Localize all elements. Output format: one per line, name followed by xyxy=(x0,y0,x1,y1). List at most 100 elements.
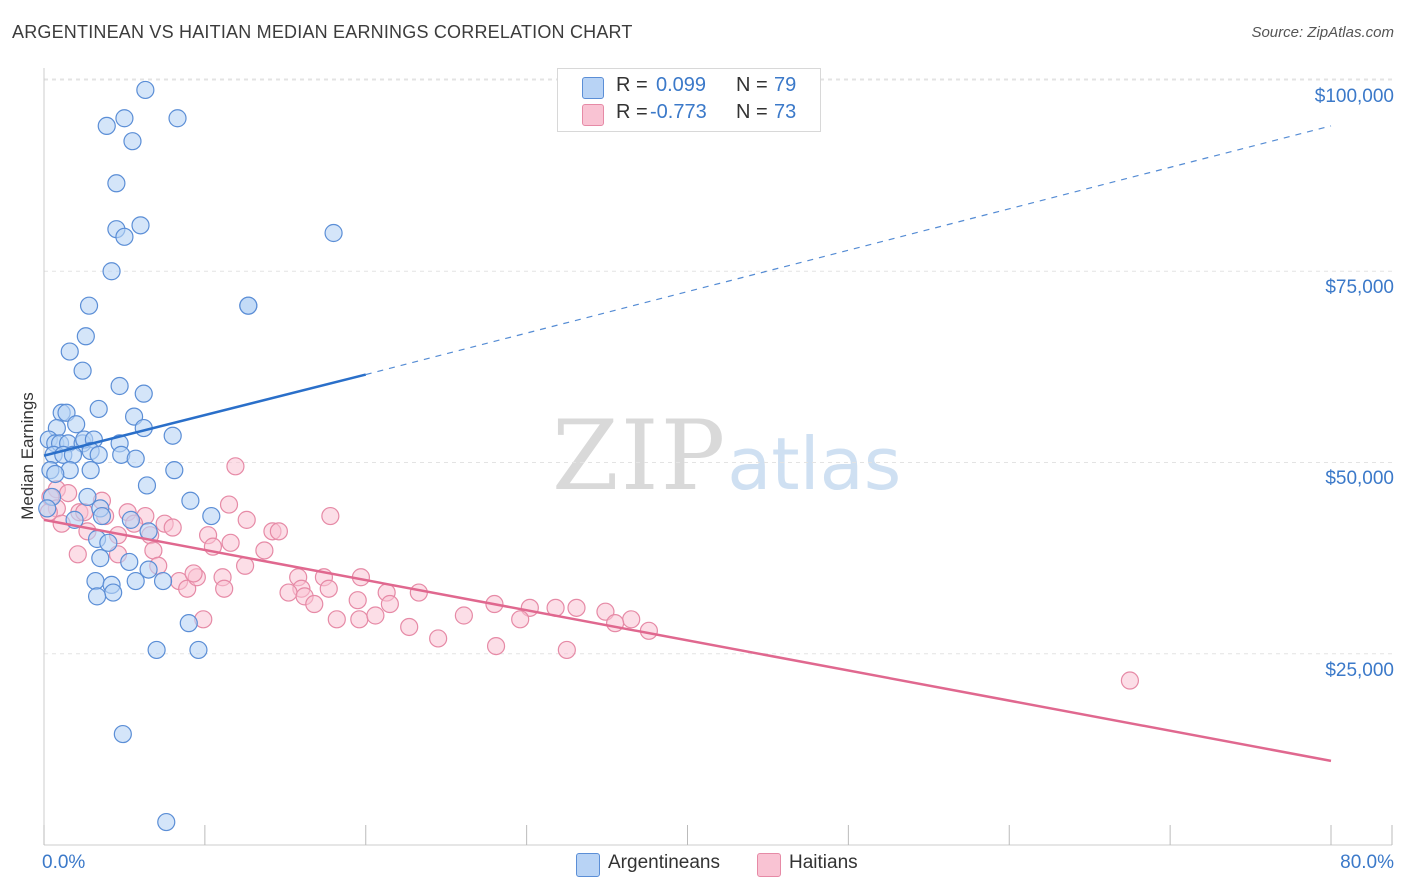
argentineans-point-41 xyxy=(126,449,145,468)
legend-r-value-haitians: -0.773 xyxy=(650,101,707,123)
haitians-point-44 xyxy=(305,594,324,614)
haitians-point-28 xyxy=(68,545,87,564)
series-label-haitians: Haitians xyxy=(789,852,858,873)
y-tick-label-100000: $100,000 xyxy=(1314,86,1394,107)
argentineans-point-65 xyxy=(126,571,145,591)
legend-swatch-argentineans xyxy=(582,77,604,99)
y-tick-label-50000: $50,000 xyxy=(1325,468,1394,489)
argentineans-point-23 xyxy=(67,415,86,434)
legend-r-value-argentineans: 0.099 xyxy=(656,74,707,96)
haitians-point-50 xyxy=(454,606,473,625)
watermark-zip: ZIP xyxy=(552,400,728,512)
haitians-point-40 xyxy=(279,583,298,602)
argentineans-point-19 xyxy=(89,399,108,419)
haitians-point-43 xyxy=(380,594,399,614)
y-tick-label-75000: $75,000 xyxy=(1325,277,1394,298)
x-tick-label-max: 80.0% xyxy=(1340,852,1394,873)
argentineans-trend-line xyxy=(43,373,367,457)
argentineans-point-50 xyxy=(181,491,200,510)
argentineans-point-44 xyxy=(81,461,100,480)
argentineans-point-54 xyxy=(92,506,112,526)
argentineans-point-17 xyxy=(110,376,129,396)
zipatlas-watermark: ZIPatlas xyxy=(552,400,901,512)
argentineans-point-60 xyxy=(91,549,110,568)
argentineans-point-71 xyxy=(189,640,208,660)
haitians-point-56 xyxy=(366,606,385,625)
argentineans-point-72 xyxy=(113,724,132,744)
argentineans-point-68 xyxy=(87,587,107,606)
argentineans-point-66 xyxy=(153,571,173,591)
legend-r-label: R = xyxy=(616,74,648,96)
argentineans-point-16 xyxy=(73,361,92,380)
legend-n-value-haitians: 73 xyxy=(774,101,797,123)
correlation-legend: R = 0.099 N = 79 R = -0.773 N = 73 xyxy=(557,68,821,132)
haitians-point-68 xyxy=(184,564,203,583)
series-swatch-argentineans xyxy=(576,853,600,877)
argentineans-point-3 xyxy=(97,116,116,136)
argentineans-point-67 xyxy=(104,583,123,602)
argentineans-point-10 xyxy=(102,262,121,281)
haitians-point-11 xyxy=(219,495,239,514)
argentineans-point-18 xyxy=(134,384,153,403)
argentineans-point-51 xyxy=(38,499,57,518)
argentineans-point-47 xyxy=(137,476,157,495)
haitians-point-42 xyxy=(348,591,367,610)
haitians-point-38 xyxy=(319,579,338,598)
argentineans-point-39 xyxy=(89,445,108,464)
argentineans-point-70 xyxy=(147,640,166,660)
series-legend: Argentineans Haitians xyxy=(0,852,1406,878)
haitians-point-25 xyxy=(255,541,274,560)
argentineans-point-45 xyxy=(46,464,65,484)
y-tick-label-25000: $25,000 xyxy=(1325,660,1394,681)
haitians-point-69 xyxy=(1120,671,1140,690)
series-label-argentineans: Argentineans xyxy=(608,852,720,873)
haitians-point-55 xyxy=(350,610,369,629)
argentineans-point-14 xyxy=(76,327,95,346)
haitians-point-13 xyxy=(321,506,340,526)
source-label: Source: ZipAtlas.com xyxy=(1251,24,1394,41)
argentineans-point-2 xyxy=(168,109,187,128)
argentineans-point-59 xyxy=(99,533,118,552)
argentineans-point-9 xyxy=(131,216,150,235)
argentineans-point-15 xyxy=(60,342,79,361)
x-tick-label-min: 0.0% xyxy=(42,852,86,873)
argentineans-point-73 xyxy=(157,812,176,832)
y-axis-title: Median Earnings xyxy=(18,392,37,520)
argentineans-point-49 xyxy=(78,487,97,507)
haitians-point-26 xyxy=(144,541,163,560)
legend-n-label: N = xyxy=(736,74,768,96)
haitians-point-18 xyxy=(269,522,288,541)
argentineans-point-8 xyxy=(115,227,134,246)
argentineans-point-63 xyxy=(86,571,105,591)
argentineans-point-69 xyxy=(179,614,198,633)
haitians-point-49 xyxy=(400,617,419,637)
legend-r-label: R = xyxy=(616,101,648,123)
argentineans-point-56 xyxy=(121,510,140,529)
argentineans-point-0 xyxy=(136,80,155,100)
argentineans-point-4 xyxy=(123,132,142,151)
haitians-point-51 xyxy=(511,610,530,629)
haitians-point-59 xyxy=(557,640,576,660)
argentineans-point-5 xyxy=(107,174,126,193)
series-swatch-haitians xyxy=(757,853,781,877)
haitians-point-57 xyxy=(429,629,448,648)
argentineans-point-1 xyxy=(115,109,134,128)
haitians-point-33 xyxy=(215,579,234,598)
argentineans-point-12 xyxy=(239,296,258,315)
argentineans-point-62 xyxy=(139,560,158,579)
haitians-point-47 xyxy=(567,598,586,617)
haitians-point-16 xyxy=(163,518,182,537)
argentineans-point-61 xyxy=(120,552,139,572)
haitians-trend-line xyxy=(43,518,1332,763)
argentineans-point-13 xyxy=(79,296,99,315)
argentineans-point-46 xyxy=(165,461,184,480)
haitians-point-54 xyxy=(327,610,346,629)
haitians-point-0 xyxy=(226,457,245,476)
haitians-point-58 xyxy=(486,636,506,656)
legend-n-label: N = xyxy=(736,101,768,123)
legend-swatch-haitians xyxy=(582,104,604,126)
watermark-atlas: atlas xyxy=(727,422,902,506)
haitians-point-3 xyxy=(59,484,78,503)
argentineans-point-26 xyxy=(163,426,182,445)
